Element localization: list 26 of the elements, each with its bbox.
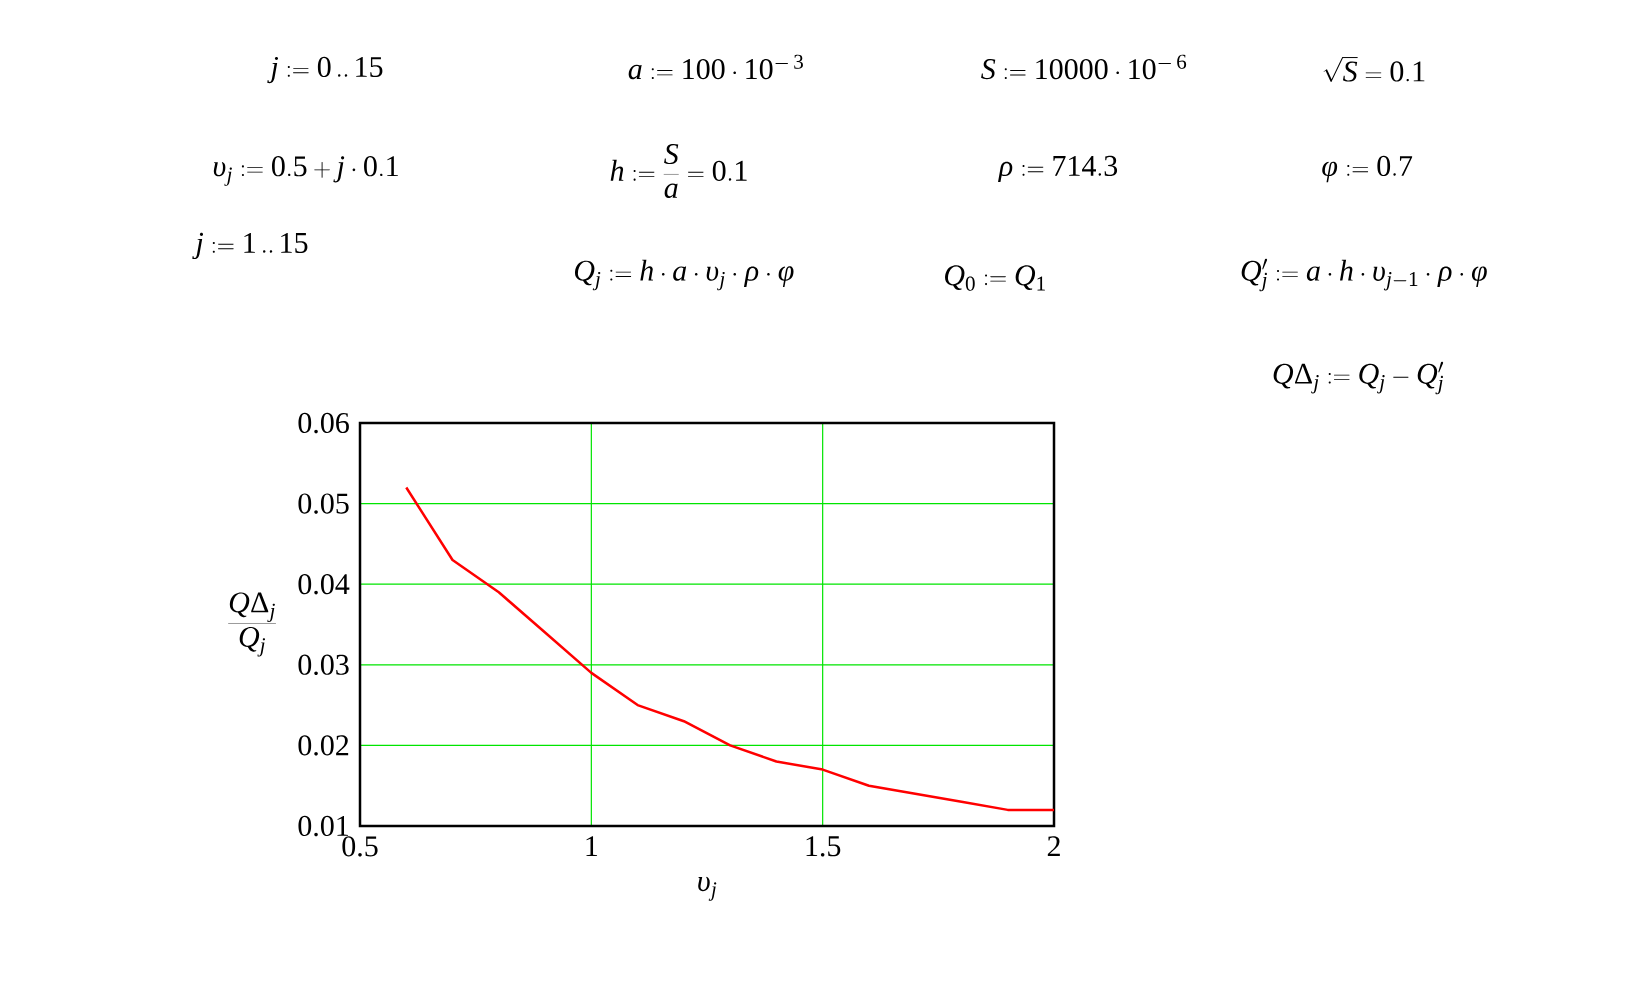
line-series xyxy=(405,486,1056,812)
text: $\phi := 0.7$ xyxy=(1322,155,1413,183)
y-tick-label: 0.01 xyxy=(298,815,349,837)
text: $S := 10000\cdot 10^{-\,6}$ xyxy=(981,54,1187,80)
x-tick-label: 0.5 xyxy=(342,836,378,857)
text: $j := 1\,..\,15$ xyxy=(192,232,308,260)
text: $\sqrt{S} = 0.1$ xyxy=(1323,57,1425,82)
x-axis-title: $\upsilon_{j}$ xyxy=(698,876,717,901)
y-tick-label: 0.06 xyxy=(298,412,349,434)
x-tick-label: 2 xyxy=(1047,836,1060,857)
y-tick-label: 0.04 xyxy=(298,574,350,595)
y-tick-label: 0.05 xyxy=(298,493,349,514)
text: $Q_{0} := Q_{1}$ xyxy=(945,265,1045,291)
text: $Q\Delta_{j} := Q_{j} - Q'_{j}$ xyxy=(1273,361,1444,395)
text: $Q'_{j} := a\cdot h\cdot \upsilon_{j-1}\cdot \rho\cdot \phi$ xyxy=(1241,258,1487,292)
y-tick-label: 0.03 xyxy=(298,654,349,675)
text: $a := 100\cdot 10^{-\,3}$ xyxy=(628,54,803,80)
y-tick-label: 0.02 xyxy=(298,735,349,756)
text: $Q_{j} := h\cdot a\cdot \upsilon_{j}\cdot \rho\cdot \phi$ xyxy=(574,259,794,291)
text: $h := \frac{S}{a} = 0.1$ xyxy=(610,143,747,199)
x-tick-label: 1 xyxy=(586,836,598,856)
x-tick-label: 1.5 xyxy=(806,836,841,857)
text: $\upsilon_{j} := 0.5 + j\cdot 0.1$ xyxy=(213,156,398,186)
text: $j := 0\,..\,15$ xyxy=(267,56,383,84)
text: $\rho := 714.3$ xyxy=(998,155,1118,183)
y-axis-title: $\frac{Q\Delta_{j}}{Q_{j}}$ xyxy=(228,592,276,657)
